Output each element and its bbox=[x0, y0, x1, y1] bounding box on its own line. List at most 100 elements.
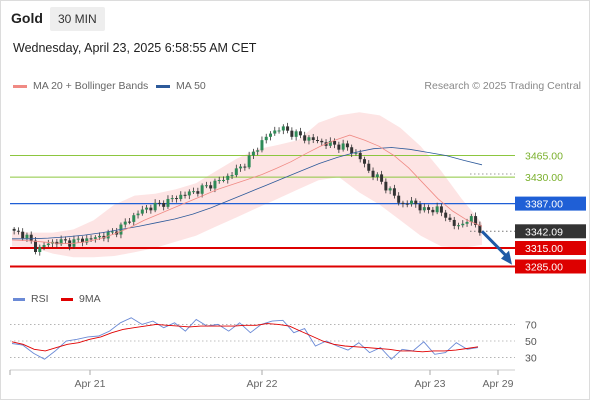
chart-header: Gold 30 MIN bbox=[0, 0, 590, 37]
legend-item-rsi: RSI bbox=[13, 293, 49, 305]
candle-down bbox=[303, 135, 307, 141]
instrument-symbol: Gold bbox=[11, 10, 43, 26]
candle-down bbox=[380, 174, 384, 182]
candle-down bbox=[392, 188, 396, 196]
candle-up bbox=[25, 234, 29, 239]
candle-down bbox=[29, 234, 33, 241]
legend-item-9ma: 9MA bbox=[61, 293, 101, 305]
candle-up bbox=[422, 207, 426, 211]
rsi-tick-label-30: 30 bbox=[525, 353, 537, 365]
candle-down bbox=[196, 191, 200, 194]
candle-up bbox=[145, 207, 149, 210]
candle-up bbox=[264, 136, 268, 141]
candle-down bbox=[89, 238, 93, 240]
candle-down bbox=[162, 202, 166, 207]
candle-down bbox=[298, 131, 302, 136]
level-label-3465-00: 3465.00 bbox=[525, 151, 563, 163]
candle-up bbox=[281, 126, 285, 131]
forecast-arrow-head bbox=[501, 250, 512, 265]
candle-up bbox=[234, 168, 238, 176]
candle-up bbox=[294, 131, 298, 137]
candle-down bbox=[21, 231, 25, 239]
chart-datetime: Wednesday, April 23, 2025 6:58:55 AM CET bbox=[13, 41, 257, 55]
candle-down bbox=[157, 202, 161, 204]
legend-item-ma20-bollinger: MA 20 + Bollinger Bands bbox=[13, 80, 148, 92]
legend-swatch-ma20 bbox=[13, 84, 27, 88]
candle-down bbox=[286, 126, 290, 131]
candle-down bbox=[448, 217, 452, 220]
candle-up bbox=[435, 206, 439, 213]
candle-down bbox=[337, 144, 341, 150]
candle-up bbox=[106, 231, 110, 239]
candle-down bbox=[367, 163, 371, 171]
timeframe-button[interactable]: 30 MIN bbox=[50, 7, 105, 31]
candle-down bbox=[397, 195, 401, 203]
candle-up bbox=[110, 231, 114, 233]
candle-down bbox=[414, 200, 418, 205]
level-tag-3285-00 bbox=[515, 259, 586, 274]
candle-up bbox=[273, 130, 277, 134]
candle-up bbox=[204, 185, 208, 187]
candle-up bbox=[465, 222, 469, 224]
level-tag-3315-00 bbox=[515, 241, 586, 255]
x-axis-label-apr-23: Apr 23 bbox=[415, 378, 446, 390]
candle-down bbox=[175, 198, 178, 200]
candle-up bbox=[410, 200, 413, 205]
candle-up bbox=[328, 140, 332, 146]
candle-up bbox=[42, 245, 46, 247]
candle-down bbox=[405, 203, 409, 205]
candle-down bbox=[290, 130, 294, 137]
candle-up bbox=[226, 175, 230, 180]
candle-up bbox=[457, 225, 460, 227]
ma50-line bbox=[12, 147, 483, 240]
candle-up bbox=[375, 174, 379, 178]
forecast-arrow-shaft bbox=[480, 230, 510, 259]
legend-swatch-9ma bbox=[61, 297, 73, 301]
candle-down bbox=[474, 216, 478, 225]
candle-up bbox=[260, 140, 264, 151]
candle-up bbox=[277, 130, 281, 132]
candle-up bbox=[230, 175, 234, 177]
candle-down bbox=[478, 224, 482, 233]
candle-up bbox=[461, 223, 465, 226]
candle-down bbox=[452, 219, 456, 226]
level-tag-3387-00 bbox=[515, 196, 586, 211]
candle-up bbox=[200, 185, 204, 194]
legend-item-ma50: MA 50 bbox=[156, 80, 206, 92]
legend-label-ma50: MA 50 bbox=[176, 80, 206, 92]
candle-down bbox=[358, 152, 362, 160]
legend-label-ma20: MA 20 + Bollinger Bands bbox=[33, 80, 149, 92]
candle-up bbox=[251, 151, 255, 156]
candle-up bbox=[469, 216, 473, 223]
candle-up bbox=[222, 179, 225, 181]
candle-down bbox=[350, 147, 354, 154]
legend-label-9ma: 9MA bbox=[79, 293, 101, 305]
candle-down bbox=[333, 140, 337, 145]
candle-up bbox=[247, 155, 251, 168]
candle-down bbox=[183, 194, 187, 196]
rsi-line bbox=[11, 317, 479, 360]
level-label-3315-00: 3315.00 bbox=[525, 243, 563, 255]
candle-up bbox=[341, 143, 345, 150]
candle-up bbox=[192, 191, 196, 193]
candle-up bbox=[140, 209, 144, 214]
candle-down bbox=[384, 181, 388, 191]
legend-swatch-rsi bbox=[13, 297, 25, 301]
candle-down bbox=[16, 230, 20, 232]
candle-up bbox=[179, 194, 183, 200]
ma20-line bbox=[11, 134, 483, 245]
candle-up bbox=[239, 166, 243, 169]
x-axis-label-apr-22: Apr 22 bbox=[247, 378, 278, 390]
candle-down bbox=[149, 207, 153, 211]
candle-down bbox=[427, 207, 431, 210]
candle-up bbox=[153, 202, 157, 211]
candle-down bbox=[12, 228, 16, 231]
candle-up bbox=[166, 198, 170, 207]
candle-up bbox=[46, 243, 50, 246]
candle-up bbox=[93, 237, 97, 239]
candle-up bbox=[85, 238, 89, 243]
candle-up bbox=[123, 221, 127, 225]
rsi-9ma-line bbox=[11, 323, 479, 353]
candle-up bbox=[59, 239, 63, 245]
